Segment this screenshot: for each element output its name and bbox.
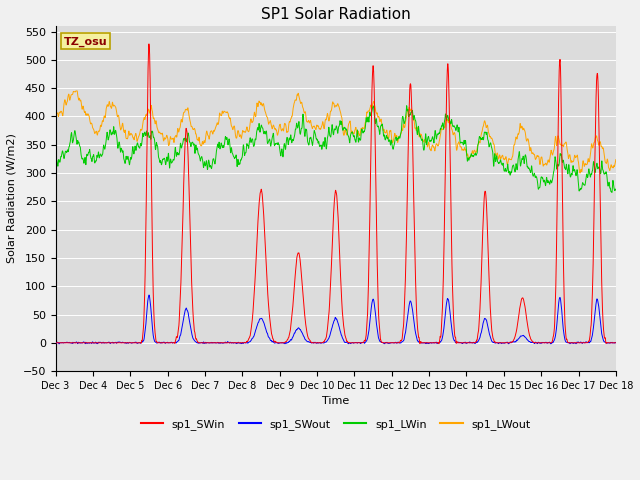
- sp1_SWin: [390, 340, 398, 346]
- sp1_SWout: [145, 292, 153, 298]
- sp1_SWout: [612, 340, 620, 346]
- sp1_SWout: [401, 334, 408, 340]
- Text: TZ_osu: TZ_osu: [64, 36, 108, 47]
- sp1_LWin: [612, 187, 620, 193]
- sp1_LWin: [612, 187, 620, 192]
- sp1_SWout: [52, 340, 60, 346]
- sp1_SWin: [209, 340, 216, 346]
- sp1_SWout: [209, 340, 216, 346]
- sp1_SWout: [559, 323, 567, 328]
- sp1_SWin: [559, 228, 567, 234]
- Title: SP1 Solar Radiation: SP1 Solar Radiation: [261, 7, 411, 22]
- sp1_SWin: [172, 337, 180, 343]
- sp1_SWout: [55, 341, 63, 347]
- Y-axis label: Solar Radiation (W/m2): Solar Radiation (W/m2): [7, 133, 17, 264]
- sp1_LWin: [400, 121, 408, 127]
- sp1_LWin: [608, 190, 616, 195]
- Line: sp1_SWout: sp1_SWout: [56, 295, 616, 344]
- sp1_SWout: [172, 340, 180, 346]
- sp1_SWout: [612, 340, 620, 346]
- sp1_LWout: [401, 125, 408, 131]
- Line: sp1_LWout: sp1_LWout: [56, 91, 616, 173]
- X-axis label: Time: Time: [322, 396, 349, 407]
- sp1_SWin: [612, 340, 620, 346]
- sp1_LWin: [172, 147, 179, 153]
- sp1_LWout: [52, 113, 60, 119]
- sp1_LWin: [208, 163, 216, 168]
- sp1_LWin: [390, 141, 398, 147]
- sp1_LWout: [390, 131, 398, 137]
- Line: sp1_SWin: sp1_SWin: [56, 44, 616, 344]
- sp1_SWin: [145, 41, 153, 47]
- sp1_SWin: [52, 340, 60, 346]
- sp1_SWin: [401, 306, 408, 312]
- sp1_LWout: [612, 156, 620, 162]
- sp1_LWin: [559, 158, 566, 164]
- sp1_SWout: [391, 340, 399, 346]
- sp1_LWout: [209, 130, 216, 135]
- sp1_LWout: [576, 170, 584, 176]
- sp1_LWin: [52, 161, 60, 167]
- sp1_SWin: [435, 341, 443, 347]
- Line: sp1_LWin: sp1_LWin: [56, 106, 616, 192]
- sp1_LWin: [403, 103, 410, 108]
- Legend: sp1_SWin, sp1_SWout, sp1_LWin, sp1_LWout: sp1_SWin, sp1_SWout, sp1_LWin, sp1_LWout: [136, 415, 535, 434]
- sp1_LWout: [612, 157, 620, 163]
- sp1_SWin: [612, 340, 620, 346]
- sp1_LWout: [172, 132, 180, 138]
- sp1_LWout: [559, 142, 566, 148]
- sp1_LWout: [72, 88, 79, 94]
